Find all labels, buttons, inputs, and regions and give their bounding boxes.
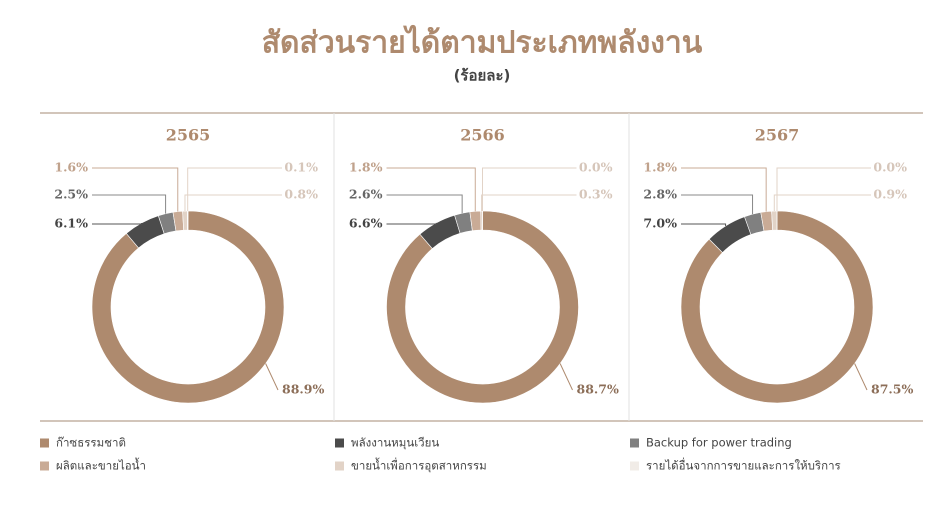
leader-line bbox=[559, 363, 573, 391]
panel-title: 2566 bbox=[460, 126, 505, 145]
value-label: 7.0% bbox=[643, 216, 677, 231]
value-label: 2.6% bbox=[349, 187, 383, 202]
donut-segment bbox=[182, 210, 188, 231]
panel-title: 2567 bbox=[755, 126, 800, 145]
legend-swatch bbox=[630, 438, 639, 448]
legend-label: พลังงานหมุนเวียน bbox=[351, 436, 439, 450]
leader-line bbox=[681, 194, 754, 215]
leader-line bbox=[773, 194, 871, 212]
donut-segment bbox=[386, 210, 579, 404]
value-label: 1.8% bbox=[643, 160, 677, 175]
value-label: 87.5% bbox=[871, 382, 913, 397]
leader-line bbox=[92, 194, 167, 214]
leader-line bbox=[776, 167, 871, 211]
leader-line bbox=[92, 167, 179, 212]
leader-line bbox=[481, 194, 577, 212]
donut-segment bbox=[771, 210, 778, 231]
leader-line bbox=[187, 167, 282, 212]
leader-line bbox=[854, 363, 868, 391]
donut-segment bbox=[187, 210, 189, 231]
donut-segment bbox=[91, 210, 285, 404]
value-label: 88.9% bbox=[282, 382, 324, 397]
leader-line bbox=[386, 167, 476, 212]
leader-line bbox=[184, 194, 282, 212]
donut-segment bbox=[680, 210, 874, 404]
panel-title: 2565 bbox=[166, 126, 211, 145]
value-label: 0.8% bbox=[284, 187, 318, 202]
legend-swatch bbox=[40, 438, 49, 448]
legend-label: ขายน้ำเพื่อการอุตสาหกรรม bbox=[351, 458, 487, 473]
leader-line bbox=[265, 363, 279, 391]
value-label: 2.5% bbox=[54, 187, 88, 202]
legend-label: Backup for power trading bbox=[646, 436, 792, 450]
legend-label: ผลิตและขายไอน้ำ bbox=[56, 458, 146, 473]
leader-line bbox=[386, 194, 463, 214]
value-label: 1.8% bbox=[349, 160, 383, 175]
leader-line bbox=[92, 223, 142, 225]
leader-line bbox=[681, 167, 767, 212]
value-label: 2.8% bbox=[643, 187, 677, 202]
legend-swatch bbox=[40, 461, 49, 471]
value-label: 6.6% bbox=[349, 216, 383, 231]
legend-swatch bbox=[335, 438, 344, 448]
leader-line bbox=[482, 167, 577, 211]
value-label: 88.7% bbox=[577, 382, 619, 397]
legend-label: รายได้อื่นจากการขายและการให้บริการ bbox=[646, 458, 841, 473]
chart-subtitle: (ร้อยละ) bbox=[454, 67, 511, 85]
value-label: 0.1% bbox=[284, 160, 318, 175]
value-label: 0.3% bbox=[579, 187, 613, 202]
value-label: 6.1% bbox=[54, 216, 88, 231]
chart-title: สัดส่วนรายได้ตามประเภทพลังงาน bbox=[262, 25, 703, 61]
value-label: 0.0% bbox=[579, 160, 613, 175]
value-label: 0.9% bbox=[873, 187, 907, 202]
leader-line bbox=[386, 222, 437, 225]
value-label: 0.0% bbox=[873, 160, 907, 175]
leader-line bbox=[681, 223, 727, 226]
legend-swatch bbox=[630, 461, 639, 471]
legend-swatch bbox=[335, 461, 344, 471]
value-label: 1.6% bbox=[54, 160, 88, 175]
legend-label: ก๊าซธรรมชาติ bbox=[56, 436, 126, 450]
